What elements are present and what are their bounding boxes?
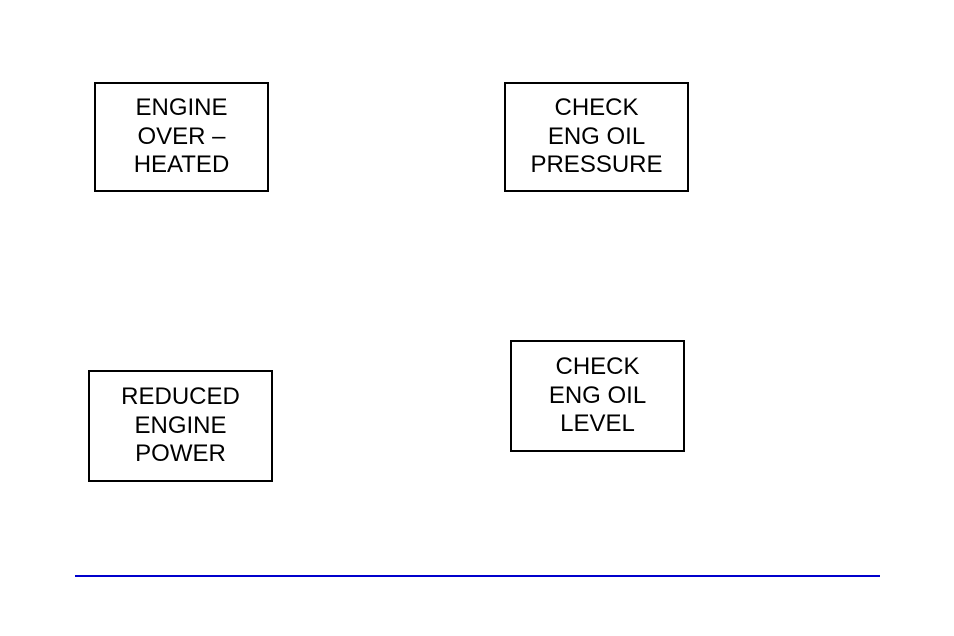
warning-text-line: CHECK: [554, 94, 638, 123]
warning-text-line: POWER: [135, 440, 226, 469]
warning-text-line: HEATED: [134, 151, 230, 180]
warning-text-line: ENGINE: [135, 94, 227, 123]
warning-check-oil-pressure: CHECK ENG OIL PRESSURE: [504, 82, 689, 192]
warning-engine-overheated: ENGINE OVER – HEATED: [94, 82, 269, 192]
warning-text-line: ENG OIL: [548, 123, 645, 152]
warning-text-line: ENG OIL: [549, 382, 646, 411]
divider-line: [75, 575, 880, 577]
warning-check-oil-level: CHECK ENG OIL LEVEL: [510, 340, 685, 452]
warning-text-line: LEVEL: [560, 410, 635, 439]
warning-text-line: CHECK: [555, 353, 639, 382]
warning-text-line: OVER –: [137, 123, 225, 152]
warning-text-line: REDUCED: [121, 383, 240, 412]
warning-reduced-engine-power: REDUCED ENGINE POWER: [88, 370, 273, 482]
warning-text-line: ENGINE: [134, 412, 226, 441]
warning-text-line: PRESSURE: [530, 151, 662, 180]
